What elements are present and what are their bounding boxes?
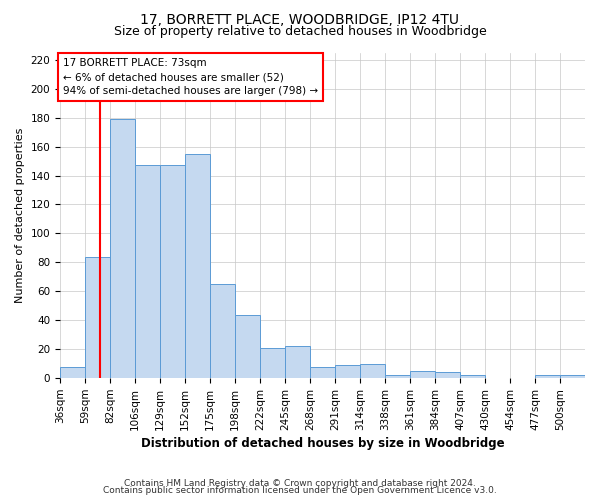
X-axis label: Distribution of detached houses by size in Woodbridge: Distribution of detached houses by size … xyxy=(141,437,505,450)
Bar xyxy=(85,256,110,378)
Bar xyxy=(360,364,385,378)
Bar xyxy=(410,371,435,378)
Bar xyxy=(185,154,210,378)
Bar xyxy=(460,376,485,378)
Bar xyxy=(310,366,335,378)
Bar xyxy=(110,119,135,378)
Y-axis label: Number of detached properties: Number of detached properties xyxy=(15,128,25,303)
Bar xyxy=(335,365,360,378)
Text: 17, BORRETT PLACE, WOODBRIDGE, IP12 4TU: 17, BORRETT PLACE, WOODBRIDGE, IP12 4TU xyxy=(140,12,460,26)
Bar xyxy=(210,284,235,378)
Bar xyxy=(235,314,260,378)
Text: Contains public sector information licensed under the Open Government Licence v3: Contains public sector information licen… xyxy=(103,486,497,495)
Bar xyxy=(285,346,310,378)
Text: Size of property relative to detached houses in Woodbridge: Size of property relative to detached ho… xyxy=(113,25,487,38)
Text: 17 BORRETT PLACE: 73sqm
← 6% of detached houses are smaller (52)
94% of semi-det: 17 BORRETT PLACE: 73sqm ← 6% of detached… xyxy=(63,58,318,96)
Bar xyxy=(435,372,460,378)
Bar xyxy=(160,166,185,378)
Text: Contains HM Land Registry data © Crown copyright and database right 2024.: Contains HM Land Registry data © Crown c… xyxy=(124,478,476,488)
Bar xyxy=(560,376,585,378)
Bar xyxy=(135,166,160,378)
Bar xyxy=(385,376,410,378)
Bar xyxy=(260,348,285,378)
Bar xyxy=(60,366,85,378)
Bar xyxy=(535,376,560,378)
